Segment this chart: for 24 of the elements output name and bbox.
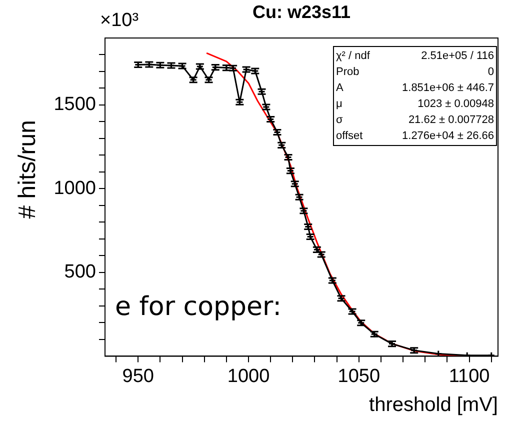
annotation: Prob	[336, 65, 360, 80]
y-axis-title: # hits/run	[14, 120, 42, 219]
x-tick-label: 1000	[227, 366, 270, 387]
annotation: 1.851e+06 ± 446.7	[402, 81, 494, 96]
x-tick-label: 1050	[338, 366, 380, 387]
annotation: χ² / ndf	[336, 49, 370, 64]
annotation: μ	[336, 97, 342, 112]
x-tick-label: 950	[122, 366, 154, 387]
y-tick-label: 500	[64, 262, 96, 283]
annotation: 0	[488, 65, 494, 80]
annotation: 21.62 ± 0.007728	[408, 113, 494, 128]
x-axis-title: threshold [mV]	[369, 394, 498, 417]
y-tick-label: 1000	[54, 178, 96, 199]
annotation: e for copper:	[115, 292, 282, 322]
chart-title: Cu: w23s11	[252, 2, 351, 22]
annotation: σ	[336, 113, 343, 128]
annotation: A	[336, 81, 344, 96]
annotation: 2.51e+05 / 116	[421, 49, 494, 64]
y-tick-label: 1500	[54, 94, 96, 116]
text: ×10³	[100, 10, 139, 32]
x-tick-label: 1100	[448, 366, 490, 387]
annotation: 1023 ± 0.00948	[418, 97, 494, 112]
annotation: offset	[336, 129, 363, 144]
annotation: 1.276e+04 ± 26.66	[402, 129, 494, 144]
